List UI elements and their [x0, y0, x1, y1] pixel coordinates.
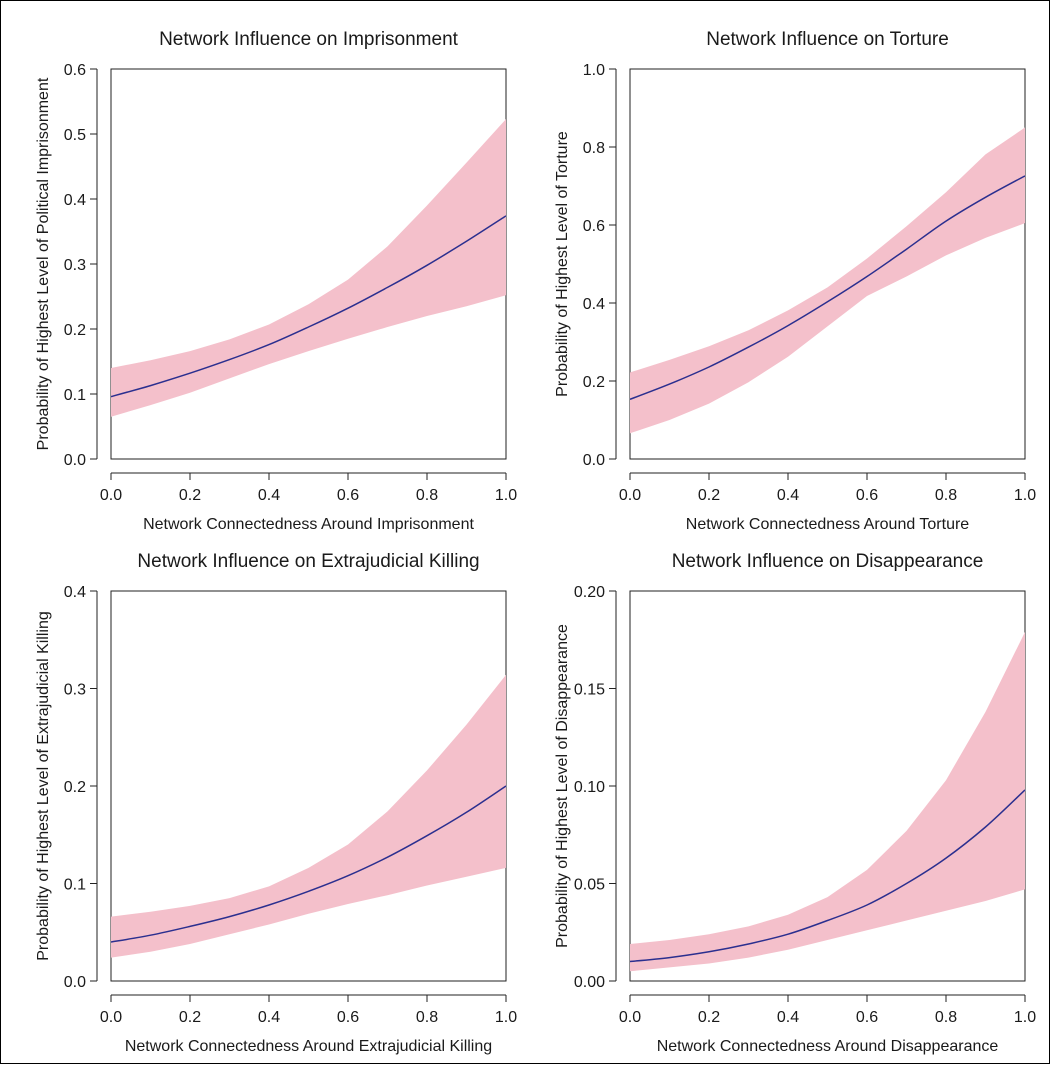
x-tick-label: 0.8: [935, 487, 957, 504]
y-tick-label: 0.5: [64, 127, 86, 144]
plot-frame: [629, 68, 1026, 460]
fitted-line: [629, 175, 1026, 401]
x-axis-label: Network Connectedness Around Disappearan…: [657, 1038, 999, 1055]
x-tick-label: 0.2: [698, 487, 720, 504]
confidence-band: [630, 632, 1025, 972]
y-tick-label: 0.0: [64, 452, 86, 469]
x-tick-label: 0.0: [100, 487, 122, 504]
y-tick-label: 0.4: [583, 296, 605, 313]
x-tick-label: 0.4: [777, 487, 799, 504]
panel-4: 0.0 0.2 0.4 0.6 0.8 1.0 0.00 0.05 0.10 0.15 0.20 Ne…: [554, 551, 1036, 1055]
y-tick-label: 0.15: [574, 682, 605, 699]
y-tick-label: 0.1: [64, 387, 86, 404]
x-tick-label: 0.0: [619, 487, 641, 504]
x-tick-label: 0.4: [258, 1009, 280, 1026]
confidence-band: [630, 127, 1025, 434]
y-tick-label: 0.1: [64, 877, 86, 894]
x-tick-label: 1.0: [1014, 1009, 1036, 1026]
y-tick-label: 0.4: [64, 192, 86, 209]
y-tick-label: 0.00: [574, 974, 605, 991]
x-tick-label: 0.6: [856, 1009, 878, 1026]
y-tick-label: 0.10: [574, 779, 605, 796]
x-tick-label: 0.6: [856, 487, 878, 504]
x-tick-label: 1.0: [495, 487, 517, 504]
y-tick-label: 1.0: [583, 62, 605, 79]
fitted-line: [110, 215, 507, 398]
x-tick-label: 0.2: [179, 1009, 201, 1026]
x-tick-label: 0.4: [777, 1009, 799, 1026]
y-tick-label: 0.0: [583, 452, 605, 469]
y-tick-label: 0.05: [574, 877, 605, 894]
x-tick-label: 0.6: [337, 487, 359, 504]
y-tick-label: 0.3: [64, 257, 86, 274]
y-axis-label: Probability of Highest Level of Extrajud…: [35, 611, 52, 961]
y-tick-label: 0.2: [583, 374, 605, 391]
confidence-band: [111, 674, 506, 958]
y-axis-label: Probability of Highest Level of Politica…: [35, 77, 52, 450]
y-tick-label: 0.4: [64, 584, 86, 601]
x-tick-label: 0.8: [416, 1009, 438, 1026]
panel-3: 0.0 0.2 0.4 0.6 0.8 1.0 0.0 0.1 0.2 0.3 0.4 Network…: [35, 551, 517, 1055]
x-tick-label: 0.2: [698, 1009, 720, 1026]
chart-title: Network Influence on Disappearance: [672, 551, 984, 572]
x-axis-label: Network Connectedness Around Imprisonmen…: [143, 516, 474, 533]
fitted-line: [629, 789, 1026, 963]
chart-title: Network Influence on Imprisonment: [159, 29, 459, 50]
chart-title: Network Influence on Torture: [706, 29, 949, 50]
y-tick-label: 0.3: [64, 682, 86, 699]
chart-title: Network Influence on Extrajudicial Killi…: [137, 551, 479, 572]
x-tick-label: 0.0: [100, 1009, 122, 1026]
confidence-band: [111, 119, 506, 417]
y-tick-label: 0.2: [64, 322, 86, 339]
y-tick-label: 0.20: [574, 584, 605, 601]
fitted-line: [110, 785, 507, 943]
x-tick-label: 0.4: [258, 487, 280, 504]
y-tick-label: 0.8: [583, 140, 605, 157]
x-tick-label: 0.0: [619, 1009, 641, 1026]
y-tick-label: 0.2: [64, 779, 86, 796]
y-tick-label: 0.6: [583, 218, 605, 235]
x-axis-label: Network Connectedness Around Extrajudici…: [125, 1038, 492, 1055]
x-tick-label: 1.0: [495, 1009, 517, 1026]
x-tick-label: 0.6: [337, 1009, 359, 1026]
x-tick-label: 1.0: [1014, 487, 1036, 504]
x-axis-label: Network Connectedness Around Torture: [686, 516, 970, 533]
panel-2: 0.0 0.2 0.4 0.6 0.8 1.0 0.0 0.2 0.4 0.6 0.8 1.0 Netw…: [554, 29, 1036, 533]
x-tick-label: 0.2: [179, 487, 201, 504]
x-tick-label: 0.8: [935, 1009, 957, 1026]
y-axis-label: Probability of Highest Level of Torture: [554, 131, 571, 397]
x-tick-label: 0.8: [416, 487, 438, 504]
y-tick-label: 0.0: [64, 974, 86, 991]
panel-1: 0.0 0.2 0.4 0.6 0.8 1.0 0.0 0.1 0.2 0.3 0.4 0.5 0.6 N…: [35, 29, 517, 533]
y-tick-label: 0.6: [64, 62, 86, 79]
y-axis-label: Probability of Highest Level of Disappea…: [554, 624, 571, 948]
